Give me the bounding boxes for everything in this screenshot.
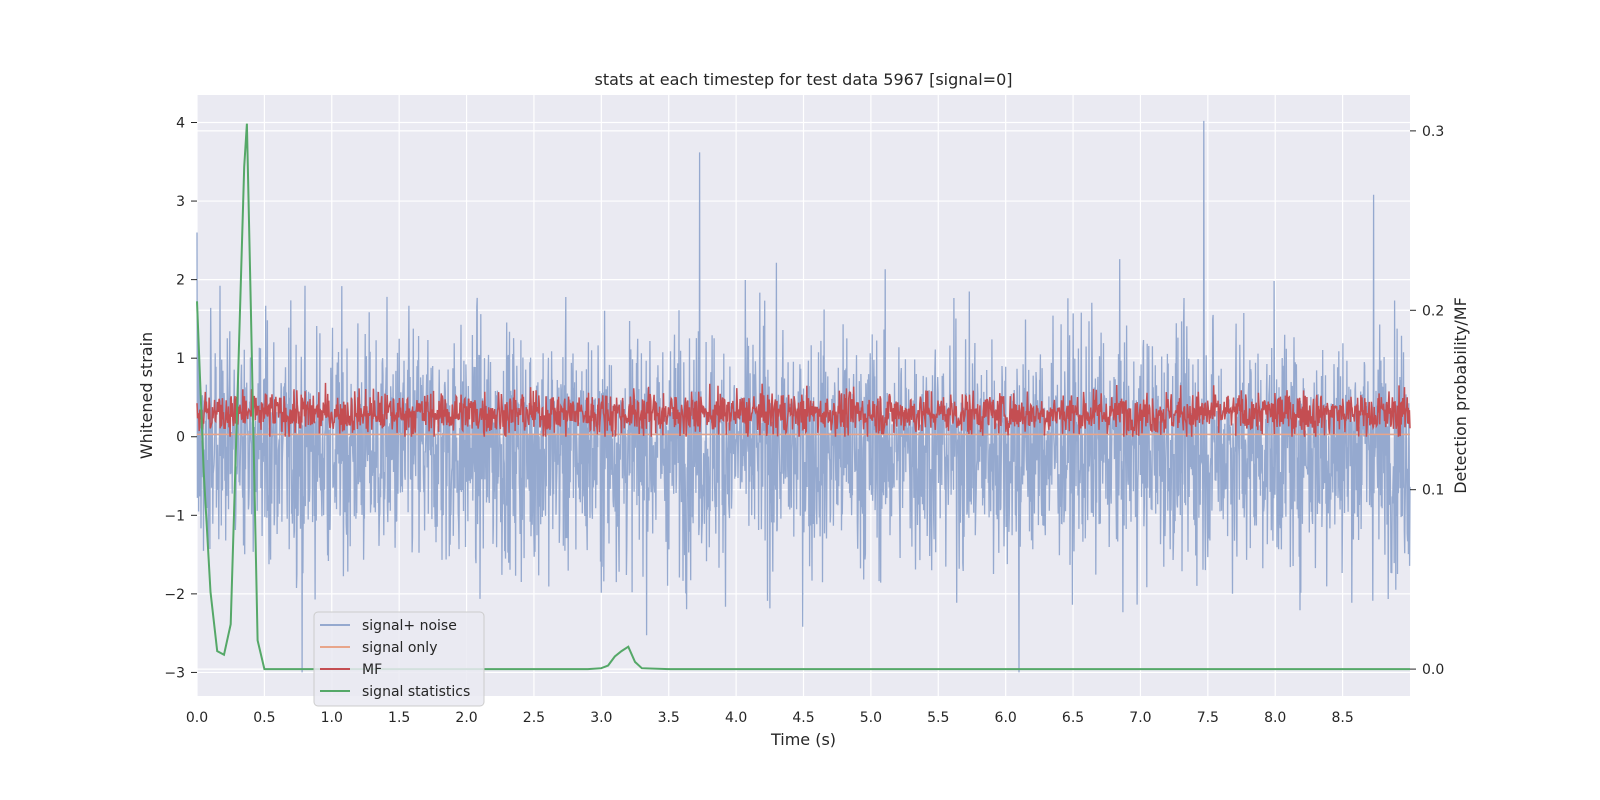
legend-box (313, 611, 485, 707)
left-y-axis-ticks: −3 −2 −1 0 1 2 3 4 (164, 115, 197, 681)
legend: signal+ noise signal only MF signal statist… (313, 611, 485, 707)
x-tick-label: 7.0 (1129, 710, 1151, 726)
x-tick-label: 6.0 (995, 710, 1017, 726)
x-tick-label: 6.5 (1062, 710, 1084, 726)
left-y-tick-label: 3 (176, 194, 185, 210)
x-tick-label: 1.0 (321, 710, 343, 726)
x-axis-label: Time (s) (770, 730, 836, 749)
series-mf-line (196, 382, 1411, 437)
left-y-tick-label: −2 (164, 587, 185, 603)
x-tick-label: 3.5 (658, 710, 680, 726)
right-y-axis-label: Detection probability/MF (1451, 297, 1470, 494)
x-tick-label: 3.0 (590, 710, 612, 726)
series-signal-noise-line (196, 120, 1411, 673)
x-tick-label: 0.0 (186, 710, 208, 726)
left-y-tick-label: 2 (176, 273, 185, 289)
left-y-axis-label: Whitened strain (137, 332, 156, 459)
chart-title: stats at each timestep for test data 596… (594, 70, 1012, 89)
x-tick-label: 0.5 (253, 710, 275, 726)
right-y-tick-label: 0.0 (1422, 662, 1444, 678)
x-axis-ticks: 0.0 0.5 1.0 1.5 2.0 2.5 3.0 3.5 4.0 4.5 5.0 5.5 6.0 6… (186, 710, 1354, 726)
left-y-tick-label: 4 (176, 115, 185, 131)
x-tick-label: 4.0 (725, 710, 747, 726)
x-tick-label: 1.5 (388, 710, 410, 726)
right-y-axis-ticks: 0.0 0.1 0.2 0.3 (1410, 124, 1444, 678)
x-tick-label: 7.5 (1197, 710, 1219, 726)
legend-entry: signal statistics (362, 684, 470, 700)
legend-entry: signal+ noise (362, 618, 457, 634)
left-y-tick-label: −3 (164, 665, 185, 681)
right-y-tick-label: 0.3 (1422, 124, 1444, 140)
left-y-tick-label: 0 (176, 430, 185, 446)
x-tick-label: 8.5 (1331, 710, 1353, 726)
right-y-tick-label: 0.1 (1422, 483, 1444, 499)
x-tick-label: 2.0 (455, 710, 477, 726)
x-tick-label: 2.5 (523, 710, 545, 726)
right-y-tick-label: 0.2 (1422, 303, 1444, 319)
left-y-tick-label: −1 (164, 508, 185, 524)
x-tick-label: 8.0 (1264, 710, 1286, 726)
legend-entry: signal only (362, 640, 437, 656)
x-tick-label: 4.5 (792, 710, 814, 726)
x-tick-label: 5.5 (927, 710, 949, 726)
x-tick-label: 5.0 (860, 710, 882, 726)
left-y-tick-label: 1 (176, 351, 185, 367)
legend-entry: MF (362, 662, 382, 678)
